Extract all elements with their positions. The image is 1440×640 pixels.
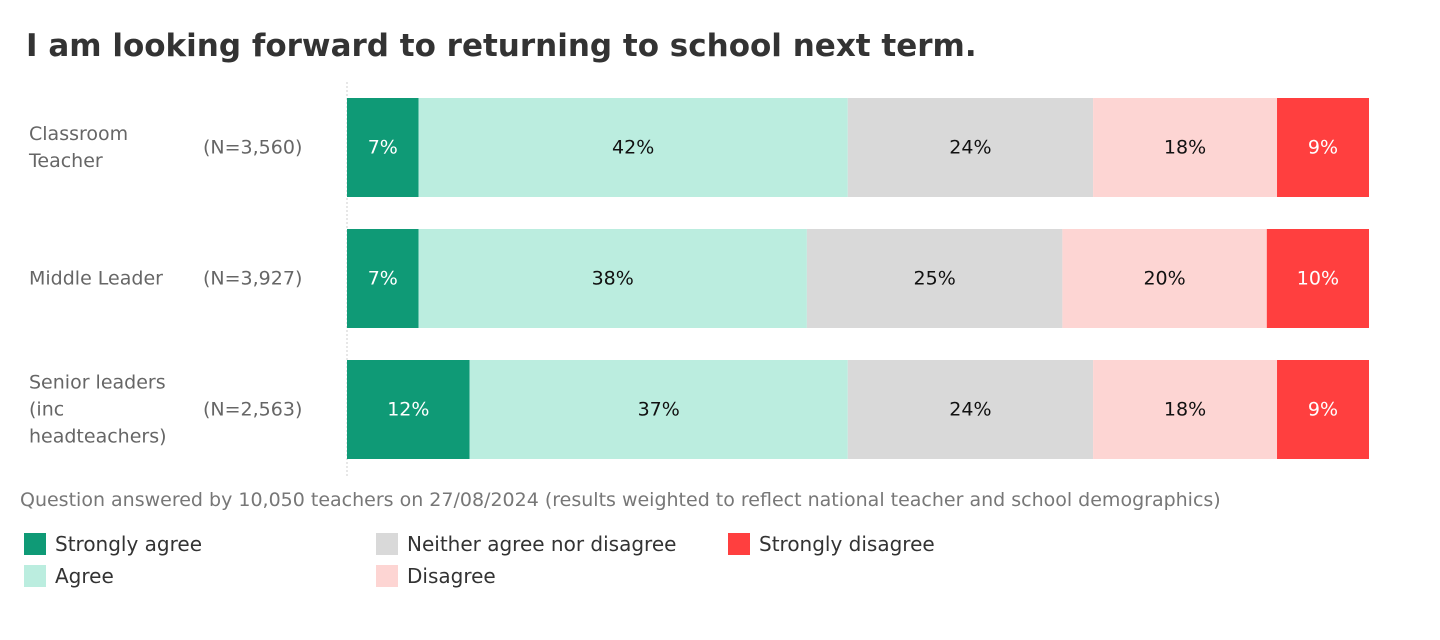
sample-size-label: (N=2,563) <box>203 399 302 421</box>
bar-segment <box>1062 229 1267 328</box>
data-label: 12% <box>387 399 429 421</box>
bar-segment <box>1266 229 1369 328</box>
data-label: 9% <box>1308 137 1338 159</box>
bar-segment <box>1093 98 1278 197</box>
bar-segment <box>1277 360 1369 459</box>
data-label: 7% <box>368 137 398 159</box>
category-label: Classroom Teacher <box>28 123 128 172</box>
legend-label: Strongly agree <box>55 532 203 556</box>
bar-segment <box>1093 360 1278 459</box>
bar-segment <box>806 229 1063 328</box>
category-label-line: Senior leaders <box>29 372 166 394</box>
legend-swatch <box>24 565 46 587</box>
bar-segment <box>1277 98 1369 197</box>
legend: Strongly agree Agree Neither agree nor dis… <box>24 531 1024 595</box>
data-label: 10% <box>1297 268 1339 290</box>
legend-label: Disagree <box>407 564 496 588</box>
data-label: 24% <box>949 137 991 159</box>
legend-item: Agree <box>24 563 114 589</box>
bar-segment <box>347 229 419 328</box>
bar-segment <box>469 360 848 459</box>
bar-segment <box>347 98 419 197</box>
data-label: 24% <box>949 399 991 421</box>
bar-segment <box>847 360 1094 459</box>
legend-swatch <box>24 533 46 555</box>
legend-item: Disagree <box>376 563 496 589</box>
bar-segment <box>347 360 470 459</box>
legend-item: Neither agree nor disagree <box>376 531 676 557</box>
data-label: 7% <box>368 268 398 290</box>
sample-size-label: (N=3,560) <box>203 137 302 159</box>
legend-item: Strongly agree <box>24 531 202 557</box>
legend-swatch <box>376 533 398 555</box>
category-label-line: Classroom <box>29 123 128 145</box>
legend-label: Neither agree nor disagree <box>407 532 677 556</box>
category-label-line: headteachers) <box>29 426 167 448</box>
data-label: 37% <box>638 399 680 421</box>
data-label: 18% <box>1164 399 1206 421</box>
legend-item: Strongly disagree <box>728 531 935 557</box>
bar-segment <box>418 229 807 328</box>
bar-segment <box>847 98 1094 197</box>
data-label: 18% <box>1164 137 1206 159</box>
chart-footnote: Question answered by 10,050 teachers on … <box>20 489 1221 511</box>
legend-swatch <box>728 533 750 555</box>
chart-title: I am looking forward to returning to sch… <box>26 28 977 64</box>
category-label-line: (inc <box>29 399 64 421</box>
legend-label: Strongly disagree <box>759 532 935 556</box>
data-label: 42% <box>612 137 654 159</box>
legend-swatch <box>376 565 398 587</box>
data-label: 25% <box>914 268 956 290</box>
data-label: 20% <box>1143 268 1185 290</box>
category-label: Senior leaders (inc headteachers) <box>29 372 167 448</box>
sample-size-label: (N=3,927) <box>203 268 302 290</box>
data-label: 38% <box>592 268 634 290</box>
stacked-bar-chart: Classroom Teacher (N=3,560) 7% 42% 24% 18% 9% Mi… <box>28 82 1369 476</box>
data-label: 9% <box>1308 399 1338 421</box>
bar-segment <box>418 98 848 197</box>
category-label-line: Middle Leader <box>29 268 163 290</box>
category-label-line: Teacher <box>28 150 103 172</box>
legend-label: Agree <box>55 564 114 588</box>
category-label: Middle Leader <box>29 268 163 290</box>
